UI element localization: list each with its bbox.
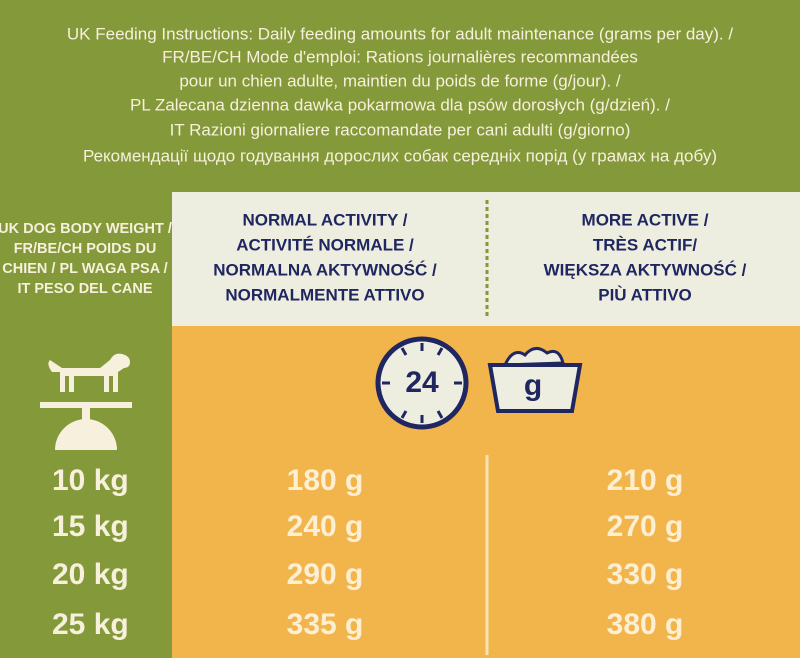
amount: 240 g — [287, 510, 364, 543]
amount: 290 g — [287, 558, 364, 591]
weight: 25 kg — [52, 608, 129, 641]
weight: 15 kg — [52, 510, 129, 543]
amount: 210 g — [607, 464, 684, 497]
amount: 380 g — [607, 608, 684, 641]
row-header: UK DOG BODY WEIGHT / — [0, 221, 172, 237]
header-line: FR/BE/CH Mode d'emploi: Rations journali… — [162, 47, 638, 66]
weight: 20 kg — [52, 558, 129, 591]
header-line: PL Zalecana dzienna dawka pokarmowa dla … — [130, 95, 670, 114]
column-header: PIÙ ATTIVO — [598, 285, 692, 304]
amount: 180 g — [287, 464, 364, 497]
column-header: ACTIVITÉ NORMALE / — [236, 235, 414, 254]
row-header: CHIEN / PL WAGA PSA / — [2, 261, 167, 277]
row-header: IT PESO DEL CANE — [17, 281, 152, 297]
bowl-label: g — [524, 369, 542, 402]
column-header: TRÈS ACTIF/ — [593, 235, 697, 254]
bowl-icon: g — [487, 347, 583, 413]
dog-scale-icon — [40, 353, 132, 450]
column-header: NORMALMENTE ATTIVO — [225, 285, 424, 304]
header-line: pour un chien adulte, maintien du poids … — [179, 71, 621, 90]
clock-icon: 24 — [375, 336, 469, 430]
weight: 10 kg — [52, 464, 129, 497]
column-header: NORMAL ACTIVITY / — [243, 210, 408, 229]
column-header: WIĘKSZA AKTYWNOŚĆ / — [544, 260, 747, 279]
clock-label: 24 — [405, 366, 439, 399]
column-header: NORMALNA AKTYWNOŚĆ / — [213, 260, 437, 279]
header-line: Рекомендації щодо годування дорослих соб… — [83, 146, 717, 165]
column-header: MORE ACTIVE / — [582, 210, 709, 229]
amount: 270 g — [607, 510, 684, 543]
amount: 330 g — [607, 558, 684, 591]
header-line: UK Feeding Instructions: Daily feeding a… — [67, 24, 733, 43]
row-header: FR/BE/CH POIDS DU — [14, 241, 157, 257]
amount: 335 g — [287, 608, 364, 641]
header-line: IT Razioni giornaliere raccomandate per … — [170, 120, 631, 139]
